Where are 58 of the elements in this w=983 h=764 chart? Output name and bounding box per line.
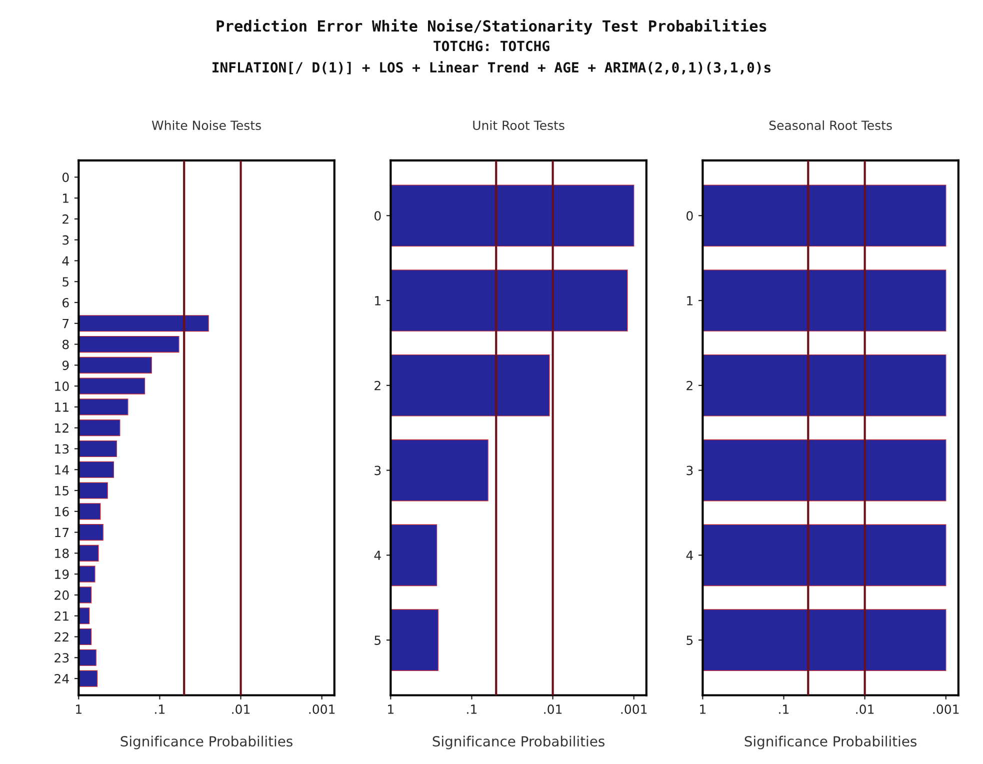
y-tick-label: 6	[62, 298, 69, 308]
chart-title: Unit Root Tests	[473, 120, 564, 130]
y-tick-label: 3	[62, 235, 69, 245]
x-tick-label: .01	[232, 704, 250, 714]
y-tick-label: 0	[374, 211, 381, 221]
y-tick-label: 21	[54, 611, 68, 621]
y-tick-label: 16	[55, 506, 69, 516]
y-tick-label: 2	[686, 380, 692, 390]
y-tick-label: 22	[54, 632, 68, 642]
y-tick-label: 5	[62, 277, 69, 287]
y-tick-label: 12	[55, 423, 68, 433]
x-tick-label: .001	[933, 704, 959, 714]
y-tick-label: 10	[55, 382, 69, 391]
x-tick-label: .1	[467, 704, 477, 714]
y-tick-label: 18	[55, 548, 69, 558]
y-tick-label: 4	[62, 256, 69, 266]
x-tick-label: .1	[155, 704, 165, 714]
y-tick-label: 14	[55, 465, 69, 474]
chart-title: White Noise Tests	[152, 120, 261, 130]
text: INFLATION[/ D(1)] + LOS + Linear Trend + AGE + ARIMA(2,0,1)(3,1,0)s	[212, 61, 771, 74]
y-tick-label: 2	[374, 380, 380, 390]
x-axis-title: Significance Probabilities	[432, 736, 604, 750]
y-tick-label: 15	[55, 486, 69, 496]
y-tick-label: 4	[686, 550, 693, 560]
y-tick-label: 17	[55, 528, 69, 538]
y-tick-label: 13	[55, 444, 69, 454]
text: Prediction Error White Noise/Stationarity Test Probabilities	[216, 19, 766, 35]
y-tick-label: 3	[686, 466, 693, 476]
y-tick-label: 23	[54, 653, 69, 663]
y-tick-label: 1	[375, 296, 380, 306]
y-tick-label: 4	[374, 550, 381, 560]
x-tick-label: .001	[309, 704, 335, 714]
x-tick-label: 1	[76, 704, 82, 714]
y-tick-label: 9	[62, 360, 69, 370]
y-tick-label: 24	[54, 674, 69, 684]
x-tick-label: .01	[544, 704, 562, 714]
y-tick-label: 8	[62, 340, 69, 350]
y-tick-label: 0	[62, 172, 69, 182]
y-tick-label: 20	[54, 590, 69, 600]
x-tick-label: .01	[856, 704, 874, 714]
x-axis-title: Significance Probabilities	[744, 736, 917, 750]
y-tick-label: 5	[686, 636, 693, 645]
y-tick-label: 11	[55, 402, 68, 412]
x-tick-label: .1	[779, 704, 789, 714]
x-tick-label: 1	[700, 704, 706, 714]
x-tick-label: .001	[621, 704, 647, 714]
y-tick-label: 5	[374, 636, 381, 645]
y-tick-label: 2	[62, 214, 68, 224]
y-tick-label: 1	[687, 296, 692, 306]
y-tick-label: 3	[374, 466, 381, 476]
x-axis-title: Significance Probabilities	[120, 736, 292, 750]
x-tick-label: 1	[388, 704, 394, 714]
y-tick-label: 7	[62, 319, 69, 328]
y-tick-label: 1	[63, 194, 68, 203]
chart-title: Seasonal Root Tests	[769, 120, 892, 130]
y-tick-label: 19	[55, 570, 69, 579]
text: TOTCHG: TOTCHG	[434, 40, 550, 52]
y-tick-label: 0	[686, 211, 693, 221]
